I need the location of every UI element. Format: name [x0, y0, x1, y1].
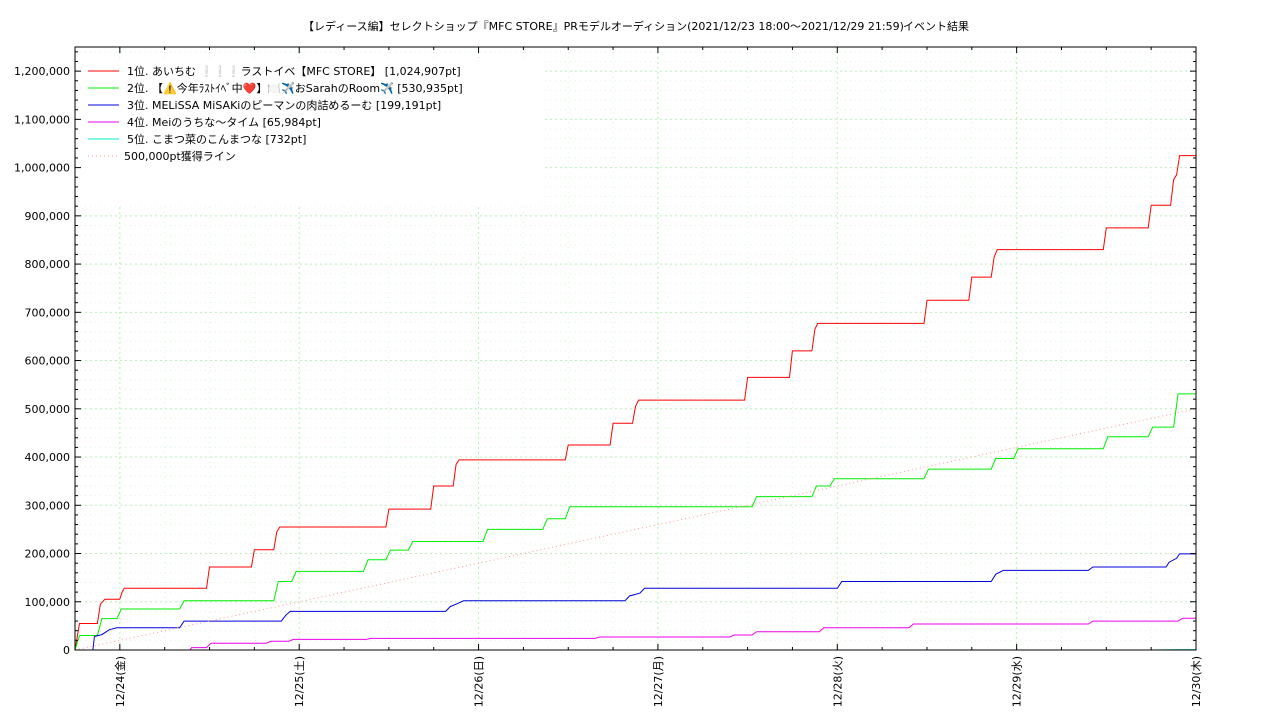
- y-tick-label: 1,200,000: [14, 65, 70, 78]
- series-line-4: [189, 617, 1196, 651]
- y-tick-label: 1,100,000: [14, 113, 70, 126]
- legend-label-1: 1位. あいちむ ❕❕❕ラストイベ【MFC STORE】 [1,024,907p…: [127, 64, 461, 78]
- x-tick-label: 12/26(日): [473, 656, 486, 707]
- y-tick-label: 1,000,000: [14, 162, 70, 175]
- x-tick-label: 12/30(木): [1190, 656, 1203, 707]
- series-line-1: [74, 155, 1196, 651]
- y-tick-label: 700,000: [25, 306, 71, 319]
- axes: 0 100,000 200,000 300,000 400,000 500,000 600,…: [14, 47, 1203, 707]
- y-tick-label: 400,000: [25, 451, 71, 464]
- x-tick-label: 12/24(金): [113, 656, 127, 707]
- gridlines: [74, 47, 1197, 651]
- x-tick-label: 12/28(火): [831, 656, 844, 707]
- y-tick-label: 600,000: [25, 355, 71, 368]
- legend-label-2: 2位. 【⚠️今年ﾗｽﾄｲﾍﾞ中❤️】🍽️✈️おSarahのRoom✈️ [53…: [127, 81, 463, 95]
- y-tick-label: 100,000: [25, 596, 71, 609]
- series-line-3: [92, 553, 1196, 651]
- y-tick-label: 200,000: [25, 548, 71, 561]
- legend: 1位. あいちむ ❕❕❕ラストイベ【MFC STORE】 [1,024,907p…: [80, 58, 542, 206]
- chart-title: 【レディース編】セレクトショップ『MFC STORE』PRモデルオーディション(…: [303, 19, 904, 33]
- y-tick-label: 0: [63, 644, 70, 657]
- series-line-6: [74, 408, 1197, 651]
- legend-label-5: 5位. こまつ菜のこんまつな [732pt]: [127, 132, 306, 146]
- y-tick-label: 500,000: [25, 403, 71, 416]
- x-tick-label: 12/27(月): [652, 656, 665, 707]
- legend-label-4: 4位. Meiのうちな〜タイム [65,984pt]: [127, 115, 321, 129]
- x-tick-label: 12/25(土): [293, 656, 306, 707]
- legend-label-6: 500,000pt獲得ライン: [124, 150, 236, 163]
- y-tick-label: 800,000: [25, 258, 71, 271]
- y-tick-label: 900,000: [25, 210, 71, 223]
- legend-box: [80, 58, 542, 206]
- series-lines: [74, 155, 1197, 651]
- chart-subtitle: イベント結果: [903, 19, 969, 33]
- plot-area-frame: [74, 46, 1197, 651]
- legend-label-3: 3位. MELiSSA MiSAKiのピーマンの肉詰めるーむ [199,191p…: [127, 98, 441, 112]
- x-tick-label: 12/29(水): [1011, 656, 1024, 707]
- series-line-2: [74, 393, 1196, 651]
- y-tick-label: 300,000: [25, 499, 71, 512]
